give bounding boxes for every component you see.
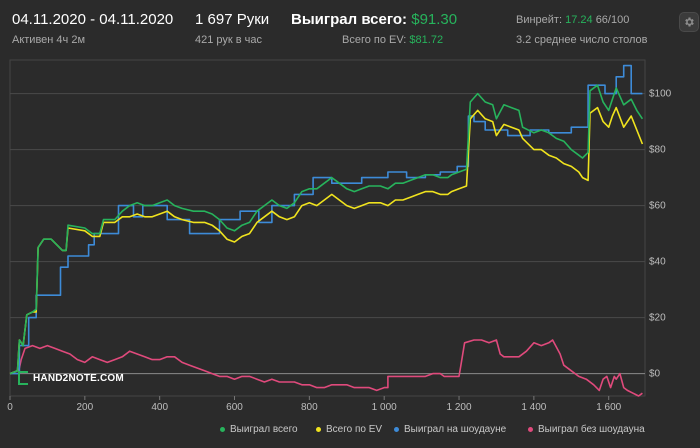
legend-item[interactable]: Выиграл без шоудауна [528, 424, 645, 435]
x-tick-label: 1 200 [447, 402, 472, 413]
legend-marker [528, 427, 533, 432]
legend-label: Выиграл без шоудауна [538, 424, 645, 435]
y-tick-label: $80 [649, 145, 666, 156]
legend-marker [220, 427, 225, 432]
y-axis-ticks: $0 $20 $40 $60 $80 $100 [649, 89, 672, 380]
avg-tables: 3.2 среднее число столов [516, 34, 648, 46]
hand2note-logo: HAND2NOTE.COM [18, 371, 124, 385]
ev-total-value: $81.72 [409, 34, 444, 46]
series-line [9, 106, 644, 375]
legend-label: Выиграл всего [230, 424, 298, 435]
winrate-label: Винрейт: [516, 14, 563, 26]
x-axis-ticks: 0 200 400 600 800 1 000 1 200 1 400 1 600 [7, 396, 622, 413]
y-tick-label: $60 [649, 201, 666, 212]
legend-label: Всего по EV [326, 424, 383, 435]
won-total: Выиграл всего: $91.30 [291, 11, 457, 28]
gear-icon [685, 17, 694, 27]
won-total-value: $91.30 [411, 11, 458, 28]
hand2note-logo-text: HAND2NOTE.COM [33, 372, 124, 384]
x-tick-label: 200 [76, 402, 93, 413]
active-time: Активен 4ч 2м [12, 34, 86, 46]
x-tick-label: 600 [226, 402, 243, 413]
winrate-of: 66/100 [595, 14, 630, 26]
series-line [10, 64, 643, 375]
x-tick-label: 1 400 [521, 402, 546, 413]
y-tick-label: $40 [649, 257, 666, 268]
legend-item[interactable]: Выиграл на шоудауне [394, 424, 506, 435]
hand2note-logo-mark [18, 371, 28, 385]
x-tick-label: 1 000 [372, 402, 397, 413]
legend-item[interactable]: Выиграл всего [220, 424, 298, 435]
date-range: 04.11.2020 - 04.11.2020 [12, 11, 174, 28]
legend-item[interactable]: Всего по EV [316, 424, 382, 435]
ev-total-label: Всего по EV: [342, 34, 407, 46]
y-tick-label: $100 [649, 89, 672, 100]
settings-button[interactable] [679, 12, 699, 32]
legend-label: Выиграл на шоудауне [404, 424, 507, 435]
won-total-label: Выиграл всего: [291, 11, 408, 28]
legend-marker [316, 427, 321, 432]
y-tick-label: $0 [649, 369, 661, 380]
x-tick-label: 400 [151, 402, 168, 413]
winrate-value: 17.24 [565, 14, 593, 26]
chart-grid [9, 59, 646, 397]
winrate: Винрейт: 17.24 66/100 [516, 14, 629, 26]
x-tick-label: 1 600 [596, 402, 621, 413]
series-line [9, 339, 643, 397]
legend-marker [394, 427, 399, 432]
series-line [9, 84, 644, 375]
x-tick-label: 0 [7, 402, 13, 413]
y-tick-label: $20 [649, 313, 666, 324]
hands-per-hour: 421 рук в час [195, 34, 263, 46]
chart-series [9, 64, 644, 397]
ev-total: Всего по EV: $81.72 [342, 34, 443, 46]
hands-count: 1 697 Руки [195, 11, 270, 28]
plot-frame [9, 59, 646, 397]
x-tick-label: 800 [301, 402, 318, 413]
